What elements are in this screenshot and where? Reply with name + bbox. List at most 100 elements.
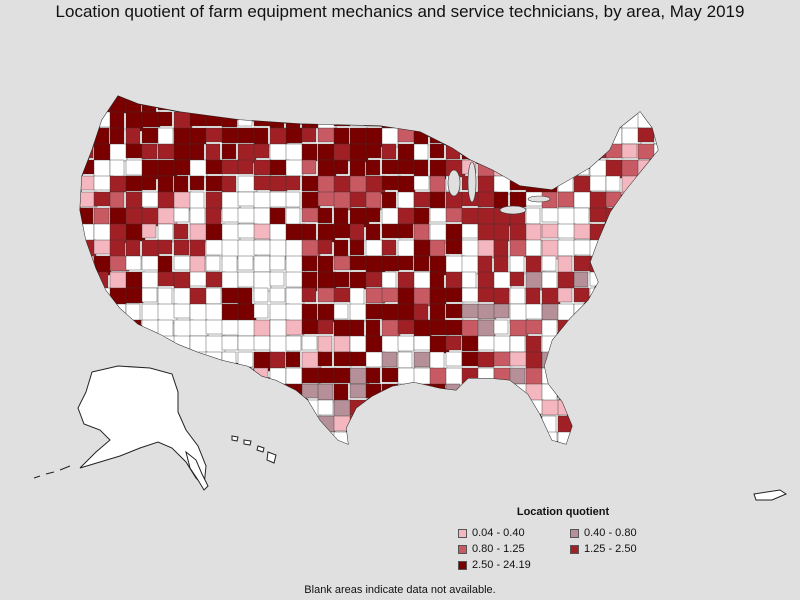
map-area [189, 175, 205, 191]
map-area [605, 287, 622, 303]
map-area [557, 399, 575, 416]
map-area [173, 207, 190, 223]
map-area [525, 287, 541, 306]
map-area [477, 271, 497, 289]
map-area [365, 415, 382, 434]
map-area [173, 239, 190, 256]
map-area [605, 239, 621, 258]
hawaii [231, 435, 277, 464]
map-area [157, 191, 176, 209]
map-area [141, 143, 158, 160]
map-area [589, 239, 605, 259]
map-area [653, 271, 658, 292]
map-area [573, 223, 593, 240]
map-area [141, 351, 159, 370]
map-area [221, 335, 239, 351]
map-area [621, 415, 640, 431]
map-area [477, 287, 495, 303]
map-area [334, 448, 351, 466]
map-area [413, 351, 431, 368]
map-area [253, 175, 272, 191]
map-area [80, 239, 97, 258]
map-area [381, 191, 397, 211]
map-area [253, 287, 269, 303]
map-area [80, 127, 93, 147]
map-area [653, 159, 658, 179]
map-area [525, 351, 543, 370]
map-area [173, 271, 191, 291]
map-area [429, 191, 446, 209]
map-area [590, 448, 606, 465]
map-area [141, 303, 160, 322]
map-area [141, 127, 160, 144]
map-area [302, 448, 319, 467]
map-area [461, 415, 479, 434]
map-area [605, 223, 623, 242]
map-area [461, 111, 482, 129]
lake [499, 205, 527, 215]
map-area [349, 287, 365, 306]
map-area [221, 96, 239, 114]
map-area [541, 175, 558, 194]
map-area [525, 415, 541, 436]
map-area [509, 287, 526, 305]
map-area [493, 303, 510, 319]
map-area [333, 191, 352, 211]
map-area [269, 175, 288, 192]
map-area [462, 448, 476, 464]
legend-label: 2.50 - 24.19 [472, 559, 531, 571]
puerto-rico-shape [753, 489, 788, 501]
map-area [445, 319, 465, 336]
legend-swatch [458, 528, 467, 538]
map-area [605, 351, 622, 367]
map-area [461, 223, 479, 239]
map-area [621, 303, 642, 319]
map-area [525, 127, 544, 145]
hawaii-islands [231, 435, 277, 464]
map-area [621, 319, 642, 335]
map-area [80, 319, 96, 335]
map-area [509, 431, 528, 444]
map-area [573, 319, 591, 336]
map-area [397, 159, 415, 175]
map-area [637, 415, 653, 431]
map-area [141, 223, 157, 239]
map-area [205, 96, 223, 116]
map-area [285, 175, 301, 191]
map-area [301, 415, 317, 433]
map-area [80, 143, 94, 159]
map-area [109, 335, 129, 352]
map-area [525, 96, 544, 111]
map-area [269, 335, 289, 355]
map-area [605, 303, 621, 319]
map-area [173, 191, 193, 211]
map-area [637, 367, 653, 388]
map-area [205, 159, 224, 175]
map-area [349, 351, 368, 367]
map-area [253, 255, 271, 273]
map-area [541, 111, 559, 127]
lake [467, 161, 477, 203]
map-area [125, 287, 144, 304]
map-area [301, 207, 320, 223]
map-area [557, 191, 575, 208]
map-area [349, 127, 369, 145]
map-area [653, 351, 658, 371]
map-area [93, 319, 114, 336]
map-area [80, 111, 95, 127]
map-area [173, 143, 192, 161]
map-area [381, 271, 397, 289]
map-area [333, 287, 353, 303]
map-area [397, 415, 416, 432]
map-area [157, 223, 174, 243]
map-area [557, 111, 578, 130]
map-area [445, 415, 465, 433]
map-area [413, 255, 430, 272]
map-area [205, 351, 223, 369]
map-area [605, 431, 623, 444]
map-area [557, 175, 574, 193]
map-area [80, 335, 94, 355]
map-area [541, 159, 559, 176]
map-area [365, 143, 382, 159]
map-area [253, 159, 272, 176]
